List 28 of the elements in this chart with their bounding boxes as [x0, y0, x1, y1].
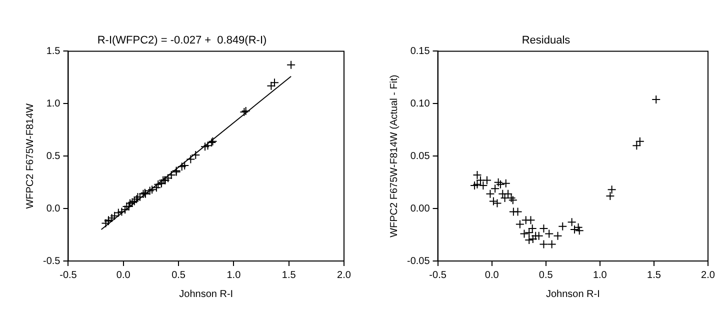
x-axis-title: Johnson R-I [179, 288, 234, 300]
x-tick-label: 1.5 [647, 270, 662, 281]
x-tick-label: 1.5 [282, 270, 296, 281]
y-tick-label: 0.10 [410, 98, 430, 110]
y-axis-title: WFPC2 F675W-F814W (Actual - Fit) [388, 74, 400, 238]
x-tick-label: 1.0 [592, 270, 608, 281]
chart-title: R-I(WFPC2) = -0.027 + 0.849(R-I) [97, 34, 267, 47]
y-tick-label: 0.0 [46, 203, 61, 214]
x-tick-label: 0.0 [484, 270, 500, 281]
x-tick-label: 0.5 [538, 270, 554, 281]
x-tick-label: 0.5 [172, 270, 186, 281]
y-tick-label: 1.5 [46, 46, 61, 57]
y-tick-label: -0.5 [42, 256, 61, 267]
y-tick-label: -0.05 [406, 256, 430, 267]
x-tick-label: 2.0 [701, 270, 716, 281]
y-tick-label: 0.05 [410, 150, 430, 162]
chart-title: Residuals [522, 34, 571, 47]
x-tick-label: 1.0 [226, 270, 242, 281]
y-tick-label: 0.00 [410, 203, 430, 214]
x-tick-label: -0.5 [429, 270, 447, 281]
y-tick-label: 0.5 [46, 150, 61, 162]
x-tick-label: 0.0 [116, 270, 131, 281]
x-tick-label: 2.0 [337, 270, 352, 281]
y-tick-label: 0.15 [410, 46, 430, 57]
y-tick-label: 1.0 [46, 98, 61, 110]
x-tick-label: -0.5 [60, 270, 78, 281]
x-axis-title: Johnson R-I [546, 288, 600, 300]
y-axis-title: WFPC2 F675W-F814W [24, 102, 36, 209]
